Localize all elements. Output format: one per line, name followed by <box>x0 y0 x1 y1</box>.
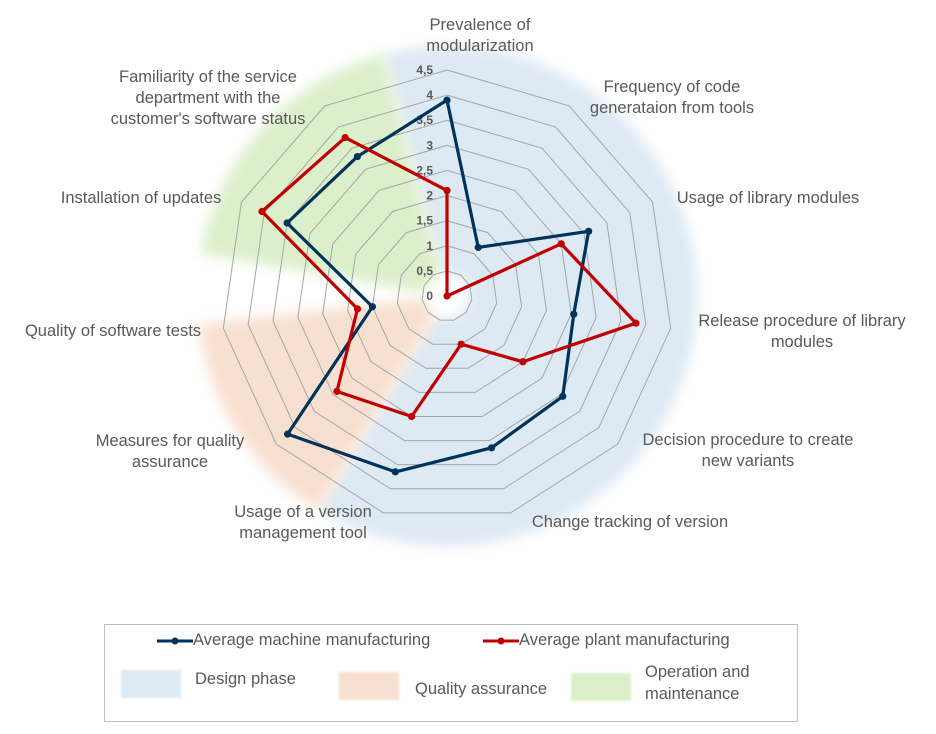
tick-label: 1 <box>426 239 433 253</box>
legend-label: Design phase <box>195 669 296 688</box>
series-point-0 <box>368 303 377 311</box>
tick-label: 2 <box>426 189 433 203</box>
category-label: Installation of updates <box>61 189 222 207</box>
category-label: Quality of software tests <box>25 322 201 340</box>
series-point-0 <box>570 310 578 318</box>
legend-line-machine-icon <box>157 637 193 644</box>
phase-sector-1 <box>198 296 447 511</box>
series-point-0 <box>487 444 496 452</box>
series-point-1 <box>333 387 341 395</box>
category-label: modules <box>771 333 833 351</box>
tick-label: 4,5 <box>416 63 433 77</box>
category-label: Decision procedure to create <box>643 431 854 449</box>
category-label: Frequency of code <box>604 78 741 96</box>
swatch-operation <box>571 673 631 701</box>
series-point-0 <box>283 430 292 438</box>
category-label: customer's software status <box>111 110 306 128</box>
tick-label: 3 <box>426 138 433 152</box>
category-label: new variants <box>702 452 795 470</box>
legend-label: maintenance <box>645 685 740 703</box>
grid-ring <box>421 270 473 321</box>
series-point-1 <box>519 358 527 366</box>
category-label: Usage of library modules <box>677 189 860 207</box>
series-point-0 <box>391 468 399 476</box>
category-label: Measures for quality <box>96 432 245 450</box>
series-point-0 <box>443 96 451 104</box>
category-label: management tool <box>239 524 367 542</box>
swatch-qa <box>339 672 399 700</box>
legend-item-operation: Operation and maintenance <box>571 661 750 705</box>
series-point-1 <box>557 240 565 248</box>
series-point-1 <box>457 340 465 348</box>
category-label: assurance <box>132 453 208 471</box>
series-point-0 <box>474 243 482 252</box>
series-point-1 <box>632 319 640 327</box>
legend-item-plant: Average plant manufacturing <box>483 631 730 650</box>
category-label: modularization <box>426 37 533 55</box>
swatch-design <box>121 670 181 698</box>
legend-label: Average plant manufacturing <box>519 631 730 649</box>
legend-item-machine: Average machine manufacturing <box>157 631 430 650</box>
series-point-1 <box>443 186 451 195</box>
tick-label: 0,5 <box>416 264 433 278</box>
series-point-0 <box>559 392 567 400</box>
grid-ring <box>371 220 523 369</box>
series-point-1 <box>341 133 349 142</box>
series-point-0 <box>353 152 361 161</box>
series-point-1 <box>258 207 266 216</box>
category-label: Release procedure of library <box>698 312 906 330</box>
grid-ring <box>222 69 672 514</box>
category-label: Usage of a version <box>234 503 372 521</box>
category-label: department with the <box>136 89 281 107</box>
series-line-0 <box>285 98 591 474</box>
category-label: Prevalence of <box>430 16 531 34</box>
category-label: Change tracking of version <box>532 513 728 531</box>
category-label: generataion from tools <box>590 99 754 117</box>
phase-sector-2 <box>200 54 447 296</box>
tick-label: 4 <box>426 88 433 102</box>
legend-label: Quality assurance <box>415 679 548 698</box>
grid-ring <box>347 195 547 393</box>
tick-label: 2,5 <box>416 163 433 177</box>
series-point-1 <box>443 292 451 300</box>
legend-label: Operation and <box>645 663 750 681</box>
grid-ring <box>297 144 597 442</box>
series-point-0 <box>585 227 593 235</box>
series-point-1 <box>353 305 362 313</box>
legend-line-plant-icon <box>483 637 519 644</box>
grid-ring <box>396 245 498 345</box>
series-point-0 <box>283 219 291 227</box>
series-line-1 <box>260 135 638 419</box>
legend-label: Average machine manufacturing <box>193 631 431 649</box>
tick-label: 0 <box>426 289 433 303</box>
series-point-1 <box>408 412 416 421</box>
category-label: Familiarity of the service <box>119 68 297 86</box>
grid-ring <box>272 119 622 466</box>
legend: Average machine manufacturing Average pl… <box>104 624 798 722</box>
legend-item-design: Design phase <box>121 670 296 698</box>
legend-item-qa: Quality assurance <box>339 672 547 700</box>
tick-label: 1,5 <box>416 214 433 228</box>
